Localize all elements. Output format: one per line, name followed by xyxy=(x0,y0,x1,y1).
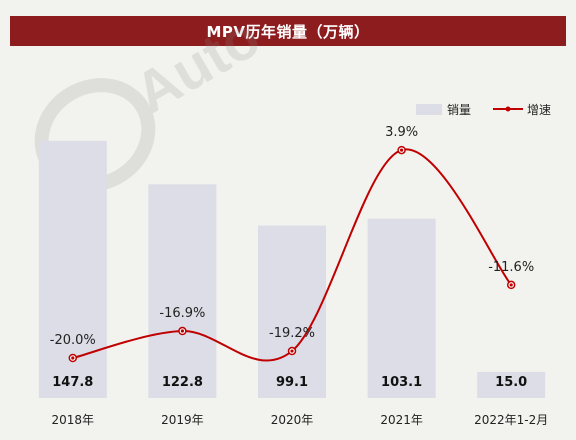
line-value-label-4: -11.6% xyxy=(488,260,534,275)
legend-label-bar: 销量 xyxy=(447,103,471,117)
bar-2 xyxy=(258,225,326,398)
bar-series xyxy=(38,140,546,398)
legend: 销量 增速 xyxy=(416,103,551,117)
bar-value-label-3: 103.1 xyxy=(381,375,422,390)
bar-3 xyxy=(367,218,436,398)
x-axis-tick-labels: 2018年 2019年 2020年 2021年 2022年1-2月 xyxy=(52,413,549,427)
x-tick-label-2: 2020年 xyxy=(271,413,314,427)
bar-4 xyxy=(477,371,546,398)
line-value-labels: -20.0% -16.9% -19.2% 3.9% -11.6% xyxy=(50,125,534,348)
svg-text:Auto: Auto xyxy=(124,4,271,126)
bar-value-label-2: 99.1 xyxy=(276,375,308,390)
bar-value-labels: 147.8 122.8 99.1 103.1 15.0 xyxy=(52,375,527,390)
line-value-label-1: -16.9% xyxy=(159,306,205,321)
line-series xyxy=(68,145,516,363)
line-value-label-2: -19.2% xyxy=(269,326,315,341)
bar-value-label-1: 122.8 xyxy=(162,375,203,390)
growth-line xyxy=(72,148,512,362)
bar-1 xyxy=(148,184,217,398)
chart-title: MPV历年销量（万辆） xyxy=(10,16,566,46)
x-tick-label-1: 2019年 xyxy=(161,413,204,427)
legend-label-line: 增速 xyxy=(527,103,551,117)
x-tick-label-4: 2022年1-2月 xyxy=(474,413,548,427)
line-value-label-0: -20.0% xyxy=(50,333,96,348)
bar-value-label-4: 15.0 xyxy=(495,375,527,390)
x-tick-label-0: 2018年 xyxy=(52,413,95,427)
x-tick-label-3: 2021年 xyxy=(380,413,423,427)
line-value-label-3: 3.9% xyxy=(385,125,418,140)
legend-swatch-bar xyxy=(416,104,442,115)
bar-value-label-0: 147.8 xyxy=(52,375,93,390)
